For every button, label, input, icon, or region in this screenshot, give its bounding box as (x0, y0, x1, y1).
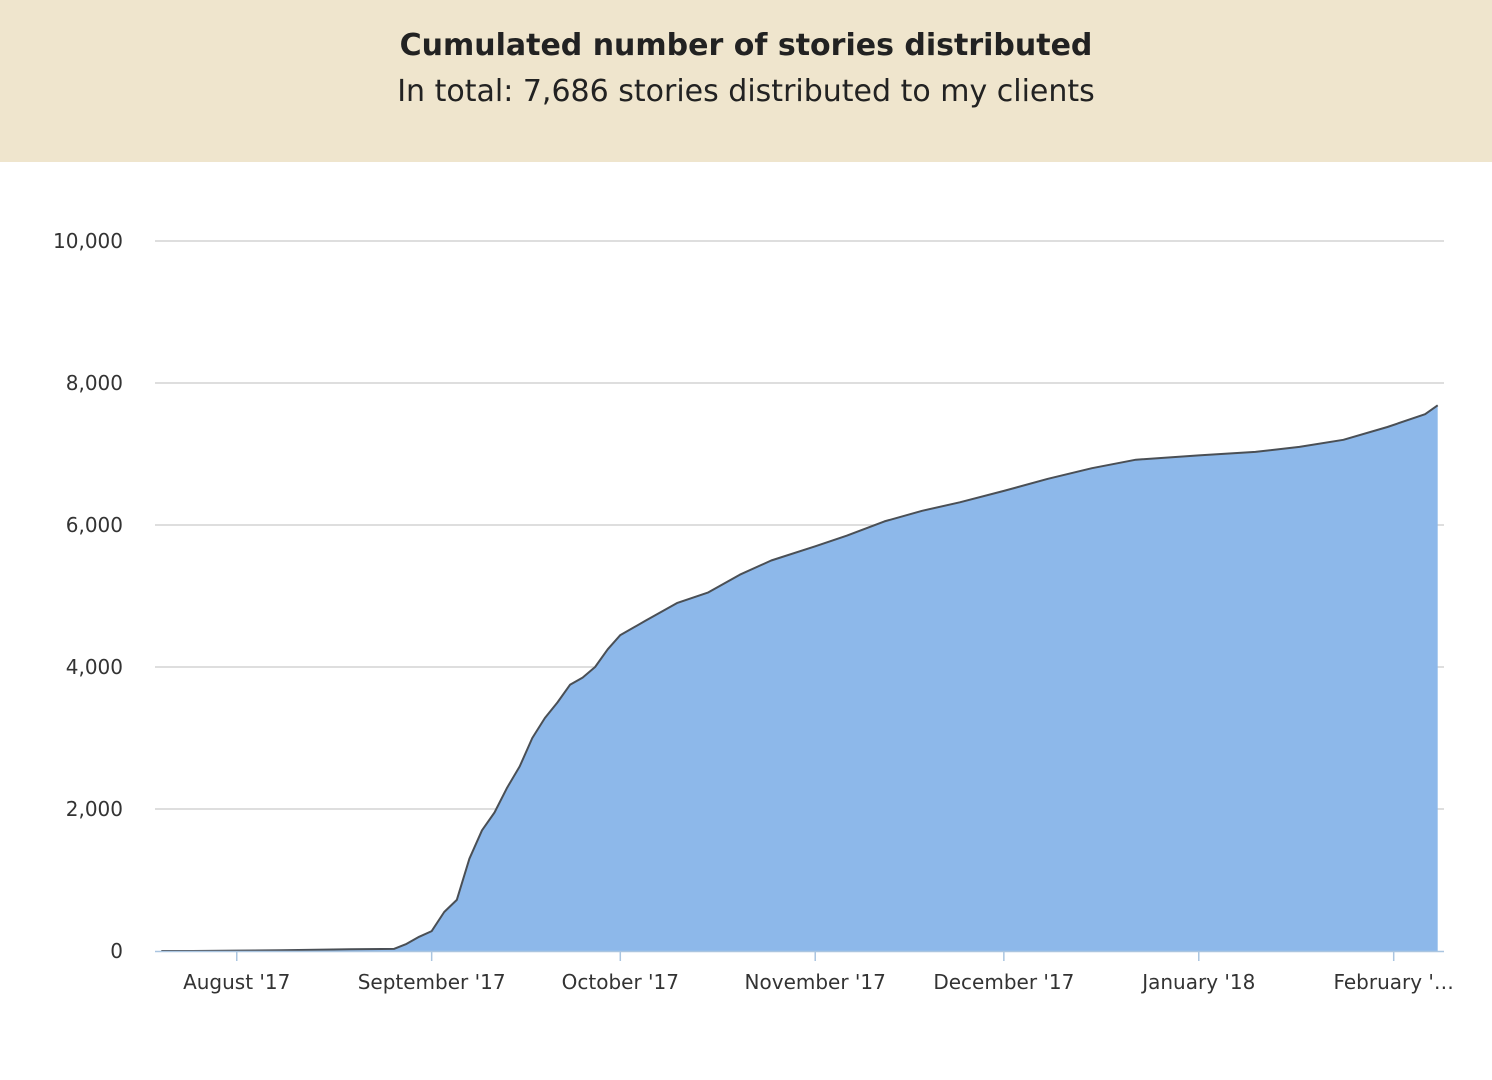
x-tick-label: December '17 (933, 970, 1074, 994)
series-area (161, 405, 1438, 951)
x-tick-label: February '… (1333, 970, 1453, 994)
cumulative-area-chart: 0 2,000 4,000 6,000 8,000 10,000 August '17 Se… (53, 229, 1454, 994)
y-axis-labels: 0 2,000 4,000 6,000 8,000 10,000 (53, 229, 123, 963)
y-tick-label: 4,000 (66, 655, 123, 679)
plot-area (161, 404, 1439, 952)
x-axis-labels: August '17 September '17 October '17 Novemb… (183, 970, 1454, 994)
chart-subtitle: In total: 7,686 stories distributed to m… (397, 74, 1095, 109)
y-tick-label: 6,000 (66, 513, 123, 537)
chart-title: Cumulated number of stories distributed (399, 28, 1093, 63)
x-tick-label: November '17 (745, 970, 886, 994)
y-tick-label: 8,000 (66, 371, 123, 395)
y-tick-label: 2,000 (66, 797, 123, 821)
y-tick-label: 10,000 (53, 229, 123, 253)
chart-header: Cumulated number of stories distributed … (0, 0, 1492, 162)
x-tick-label: October '17 (562, 970, 679, 994)
x-tick-label: August '17 (183, 970, 290, 994)
x-tick-label: January '18 (1140, 970, 1255, 994)
x-axis (155, 950, 1444, 961)
x-tick-label: September '17 (358, 970, 506, 994)
series-line (161, 404, 1439, 952)
y-tick-label: 0 (110, 939, 123, 963)
